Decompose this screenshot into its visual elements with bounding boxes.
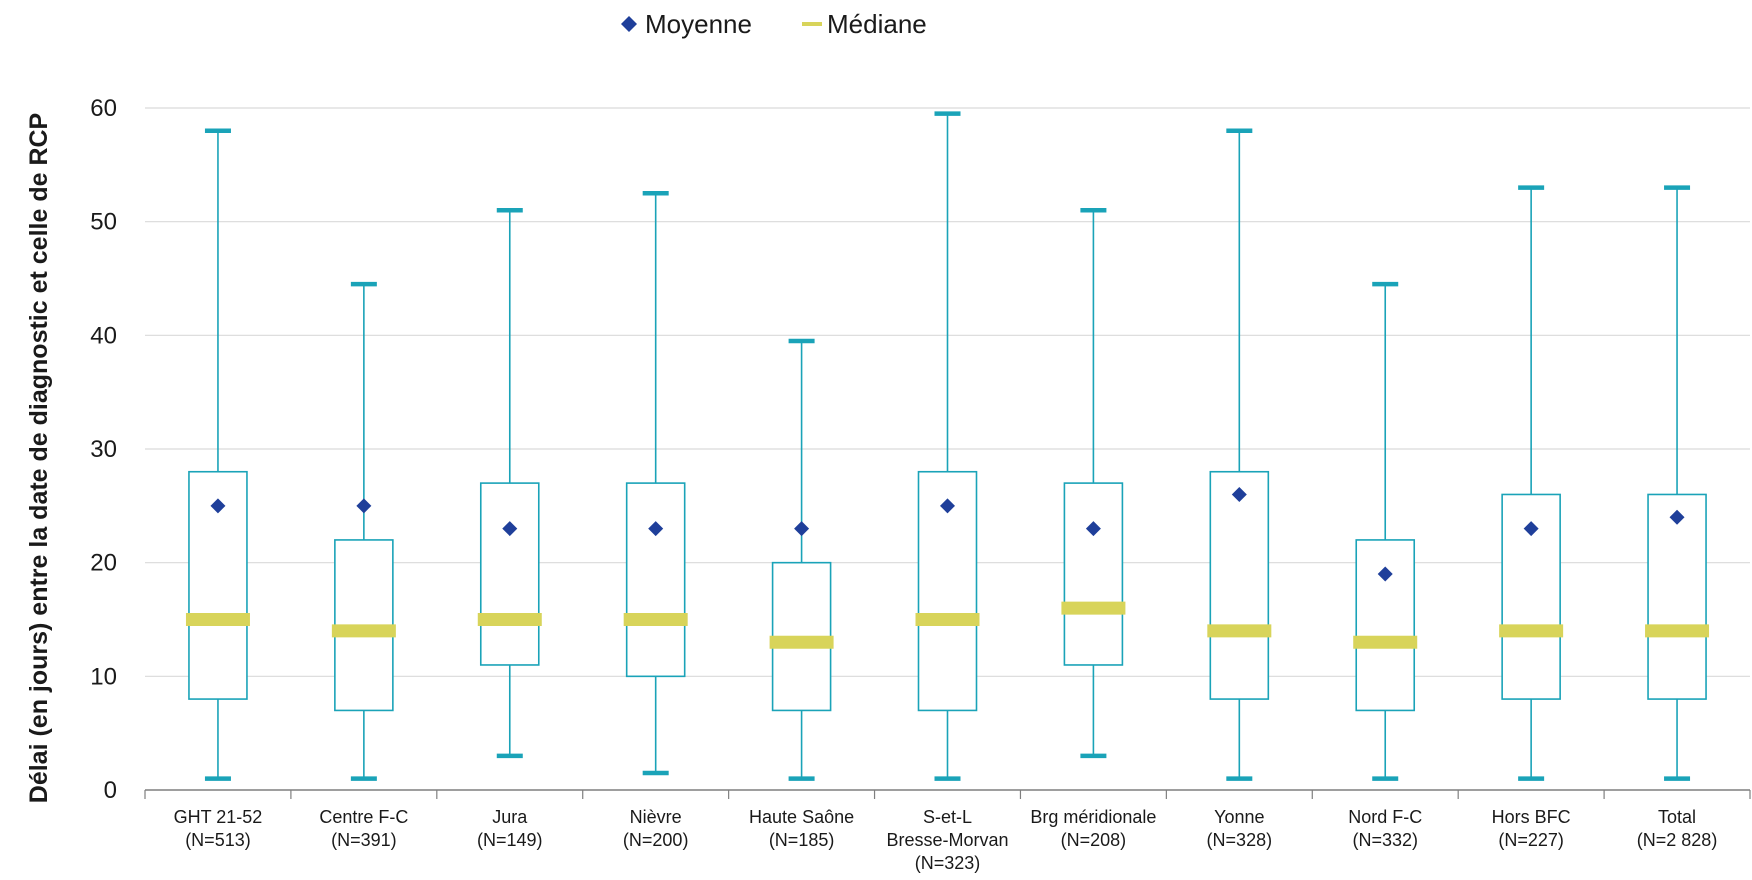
y-tick-label: 0	[104, 777, 117, 804]
median-bar	[623, 613, 688, 626]
box-group	[185, 128, 250, 781]
iqr-box	[625, 482, 686, 678]
median-bar	[1207, 624, 1272, 638]
legend: Moyenne Médiane	[621, 9, 927, 39]
x-category-label-line: Total	[1658, 807, 1696, 827]
box-group	[331, 281, 396, 781]
x-category-label-line: GHT 21-52	[174, 807, 263, 827]
x-category-label-line: Bresse-Morvan	[886, 830, 1008, 850]
y-tick-label: 30	[90, 436, 117, 463]
legend-mean-marker	[621, 16, 637, 32]
mean-marker	[1377, 566, 1393, 582]
x-category-label: S-et-L Bresse-Morvan (N=323)	[886, 807, 1008, 873]
legend-median-label: Médiane	[827, 9, 927, 39]
mean-marker	[210, 498, 226, 514]
x-category-label: Yonne (N=328)	[1207, 807, 1273, 850]
x-category-label-line: (N=200)	[623, 830, 689, 850]
y-tick-label: 40	[90, 322, 117, 349]
mean-marker	[1523, 521, 1539, 537]
mean-marker	[648, 521, 664, 537]
y-tick-label: 10	[90, 663, 117, 690]
plot-area	[185, 111, 1710, 781]
x-category-label: Jura (N=149)	[477, 807, 543, 850]
mean-marker	[356, 498, 372, 514]
x-category-label: Nord F-C (N=332)	[1348, 807, 1422, 850]
x-category-label: GHT 21-52 (N=513)	[174, 807, 263, 850]
x-category-label-line: Hors BFC	[1492, 807, 1571, 827]
iqr-box	[479, 482, 540, 666]
x-category-label-line: (N=227)	[1498, 830, 1564, 850]
box-group	[623, 191, 688, 776]
x-category-label-line: (N=149)	[477, 830, 543, 850]
x-category-label-line: (N=323)	[915, 853, 981, 873]
y-tick-label: 20	[90, 550, 117, 577]
x-category-label-line: S-et-L	[923, 807, 972, 827]
mean-marker	[1669, 509, 1685, 525]
x-category-label-line: (N=208)	[1061, 830, 1127, 850]
mean-marker	[502, 521, 518, 537]
median-bar	[331, 624, 396, 638]
x-category-label: Nièvre (N=200)	[623, 807, 689, 850]
iqr-box	[1063, 482, 1124, 666]
box-group	[477, 208, 542, 759]
median-bar	[915, 613, 980, 626]
x-category-label-line: Nord F-C	[1348, 807, 1422, 827]
median-bar	[185, 613, 250, 626]
mean-marker	[794, 521, 810, 537]
box-group	[915, 111, 980, 781]
median-bar	[1061, 601, 1126, 615]
x-category-label: Brg méridionale (N=208)	[1030, 807, 1156, 850]
mean-marker	[940, 498, 955, 514]
x-category-label-line: Brg méridionale	[1030, 807, 1156, 827]
box-group	[1499, 185, 1564, 781]
iqr-box	[1355, 539, 1416, 712]
x-category-label-line: Jura	[492, 807, 528, 827]
box-group	[1061, 208, 1126, 759]
mean-marker	[1231, 486, 1247, 502]
median-bar	[769, 635, 834, 649]
y-tick-label: 60	[90, 95, 117, 122]
x-category-label-line: Yonne	[1214, 807, 1264, 827]
x-category-label-line: Nièvre	[630, 807, 682, 827]
legend-median-marker	[802, 22, 822, 26]
x-category-label: Centre F-C (N=391)	[319, 807, 408, 850]
median-bar	[477, 613, 542, 626]
x-category-label-line: (N=513)	[185, 830, 251, 850]
box-group	[769, 338, 834, 781]
x-category-label-line: (N=2 828)	[1637, 830, 1718, 850]
y-axis-ticks: 0 10 20 30 40 50 60	[90, 95, 117, 804]
x-category-label-line: (N=332)	[1352, 830, 1418, 850]
x-axis: GHT 21-52 (N=513) Centre F-C (N=391) Jura (N=…	[144, 789, 1751, 873]
median-bar	[1353, 635, 1418, 649]
iqr-box	[1209, 470, 1270, 700]
x-category-label-line: Centre F-C	[319, 807, 408, 827]
x-category-label: Haute Saône (N=185)	[749, 807, 854, 850]
box-group	[1645, 185, 1710, 781]
box-group	[1207, 128, 1272, 781]
x-category-label-line: (N=391)	[331, 830, 397, 850]
x-category-label: Total (N=2 828)	[1637, 807, 1718, 850]
x-category-label-line: (N=185)	[769, 830, 835, 850]
y-axis-title: Délai (en jours) entre la date de diagno…	[25, 113, 53, 803]
x-category-label-line: Haute Saône	[749, 807, 854, 827]
median-bar	[1499, 624, 1564, 638]
x-category-label: Hors BFC (N=227)	[1492, 807, 1571, 850]
legend-mean-label: Moyenne	[645, 9, 752, 39]
box-group	[1353, 281, 1418, 781]
median-bar	[1645, 624, 1710, 638]
mean-marker	[1085, 521, 1101, 537]
x-category-label-line: (N=328)	[1207, 830, 1273, 850]
iqr-box	[1647, 493, 1707, 700]
y-tick-label: 50	[90, 209, 117, 236]
